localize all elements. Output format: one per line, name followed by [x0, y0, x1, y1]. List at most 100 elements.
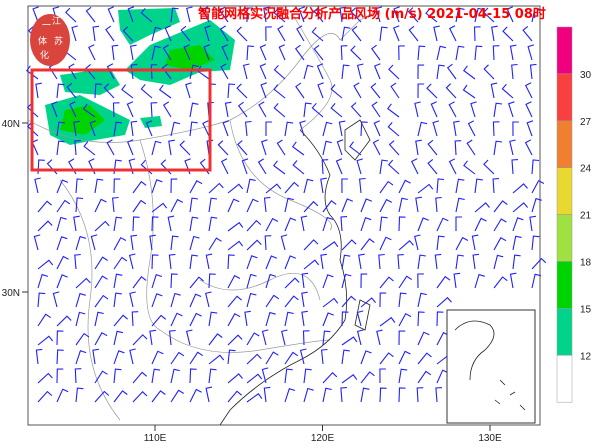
wind-barb [257, 158, 267, 175]
wind-barb [341, 295, 357, 308]
wind-barb [455, 254, 464, 270]
wind-barb [414, 101, 421, 118]
wind-barb [509, 139, 516, 156]
wind-barb [446, 63, 457, 80]
wind-barb [335, 158, 343, 175]
wind-barb [221, 44, 229, 61]
wind-barb [202, 6, 210, 23]
wind-barb [474, 178, 483, 194]
wind-barb [189, 312, 202, 327]
wind-barb [373, 63, 381, 80]
wind-barb [140, 7, 153, 23]
wind-barb [430, 101, 438, 118]
wind-barb [112, 102, 120, 118]
wind-barb [26, 102, 39, 118]
wind-barb [470, 101, 477, 118]
colorbar-label: 18 [580, 258, 592, 269]
wind-barb [436, 64, 445, 80]
wind-barb [417, 83, 425, 99]
wind-barb [168, 139, 175, 156]
wind-barb [189, 276, 204, 289]
wind-barb [56, 388, 69, 403]
wind-barb [265, 351, 279, 365]
wind-barb [338, 120, 346, 137]
wind-barb [531, 197, 542, 213]
wind-barb [205, 386, 213, 403]
wind-barb [92, 348, 99, 365]
wind-barb [350, 7, 362, 23]
wind-barb [189, 180, 203, 194]
wind-barb [320, 177, 327, 194]
wind-barb [37, 372, 53, 384]
wind-barb [170, 312, 183, 327]
wind-barb [246, 332, 260, 346]
wind-barb [73, 215, 80, 232]
wind-barb [512, 217, 524, 232]
wind-barb [202, 120, 210, 137]
wind-barb [341, 273, 352, 289]
wind-barb [531, 257, 547, 270]
wind-barb [203, 44, 210, 61]
colorbar-segment [556, 167, 573, 215]
wind-barb [261, 367, 269, 384]
wind-barb [56, 236, 68, 251]
wind-barb [509, 44, 517, 61]
wind-barb [295, 82, 305, 99]
wind-barb [170, 368, 180, 384]
wind-barb [360, 297, 377, 308]
wind-barb [130, 120, 138, 137]
wind-barb [113, 330, 124, 346]
wind-barb [75, 197, 84, 213]
wind-barb [531, 273, 542, 289]
wind-barb [74, 140, 81, 156]
wind-barb [322, 312, 334, 327]
wind-barb [379, 198, 393, 213]
wind-barb [436, 296, 452, 308]
colorbar-segment [556, 120, 573, 168]
wind-barb [436, 369, 449, 384]
wind-barb [51, 101, 58, 118]
wind-barb [127, 6, 135, 23]
wind-barb [35, 348, 43, 365]
wind-barb [341, 239, 357, 251]
wind-barb [492, 45, 500, 61]
wind-barb [94, 83, 102, 99]
wind-barb [37, 313, 52, 327]
wind-barb [322, 121, 333, 137]
wind-barb [75, 350, 87, 365]
wind-barb [113, 350, 125, 365]
wind-barb [265, 217, 279, 232]
wind-barb [126, 101, 134, 118]
wind-barb [56, 255, 69, 270]
wind-barb [320, 253, 327, 270]
wind-barb [273, 8, 286, 23]
wind-barb [56, 199, 71, 213]
wind-barb [341, 311, 349, 327]
wind-barb [132, 334, 148, 346]
wind-barb [360, 216, 372, 232]
wind-barb [189, 102, 199, 118]
wind-barb [284, 197, 294, 213]
wind-barb [242, 63, 250, 80]
wind-barb [151, 26, 162, 42]
wind-barb [37, 259, 54, 270]
wind-barb [66, 82, 77, 99]
wind-barb [483, 159, 495, 175]
wind-barb [299, 348, 307, 365]
wind-barb [527, 44, 535, 61]
wind-barb [375, 6, 383, 23]
wind-barb [284, 255, 297, 270]
wind-barb [417, 370, 432, 384]
lon-tick-label: 120E [311, 433, 335, 444]
wind-barb [435, 196, 442, 213]
wind-barb [224, 101, 232, 118]
wind-barb [302, 330, 310, 346]
wind-barb [303, 200, 319, 213]
wind-barb [531, 179, 545, 194]
wind-barb [387, 159, 400, 175]
wind-barb [398, 197, 408, 213]
wind-barb [244, 310, 251, 327]
wind-barb [483, 64, 495, 80]
wind-barb [284, 121, 294, 137]
